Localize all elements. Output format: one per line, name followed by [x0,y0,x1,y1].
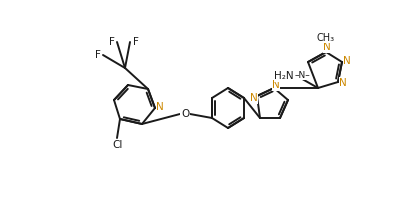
Text: H₂N: H₂N [274,71,294,81]
Text: N: N [343,56,351,66]
Text: F: F [95,50,101,60]
Text: CH₃: CH₃ [317,33,335,43]
Text: N: N [323,42,331,52]
Text: N: N [250,93,258,103]
Text: N: N [156,102,164,112]
Text: N: N [272,80,280,90]
Text: F: F [109,37,115,47]
Text: F: F [133,37,139,47]
Text: –N–: –N– [294,70,310,80]
Text: O: O [181,109,189,119]
Text: N: N [339,78,347,88]
Text: Cl: Cl [113,140,123,150]
